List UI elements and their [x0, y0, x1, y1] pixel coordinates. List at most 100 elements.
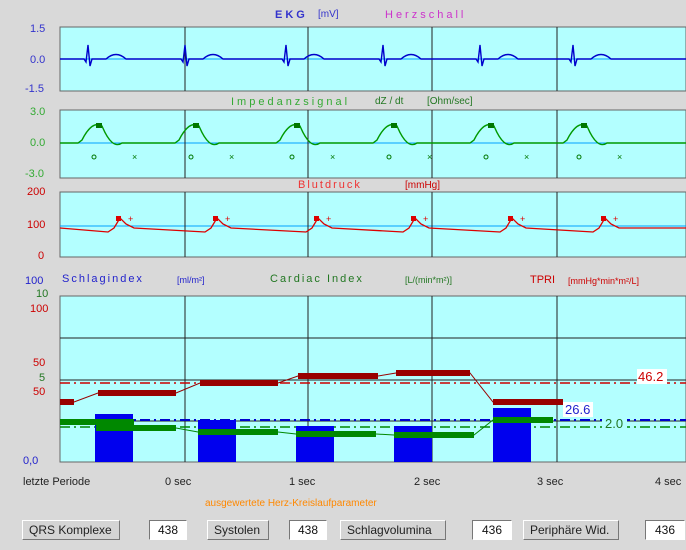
tpri-tick: 50: [33, 386, 46, 398]
tpri-bar: [298, 373, 378, 379]
si-tick-top: 100: [25, 275, 44, 287]
cardiac-index-bar: [96, 425, 176, 431]
bp-systolic-marker: [213, 216, 218, 221]
bp-systolic-marker: [314, 216, 319, 221]
bp-systolic-marker: [601, 216, 606, 221]
bp-marker: +: [128, 214, 133, 224]
tpri-bar: [493, 399, 563, 405]
impedance-x-marker: ×: [617, 152, 622, 162]
impedance-b-marker: [91, 154, 97, 160]
impedance-peak-marker: [488, 123, 494, 128]
impedance-panel: × × × × × ×: [59, 109, 686, 179]
imp-tick: -3.0: [25, 168, 44, 180]
impedance-b-marker: [386, 154, 392, 160]
peripheral-resistance-label: Periphäre Wid.: [523, 520, 619, 540]
ekg-panel: [59, 26, 686, 92]
bp-marker: +: [326, 214, 331, 224]
si-title: Schlagindex: [62, 273, 144, 285]
peripheral-resistance-value: 436: [645, 520, 685, 540]
tpri-title: TPRI: [530, 274, 556, 286]
imp-tick: 0.0: [30, 137, 46, 149]
imp-tick: 3.0: [30, 106, 46, 118]
blood-pressure-panel: + + + + + +: [59, 191, 686, 258]
impedance-b-marker: [483, 154, 489, 160]
cardiac-index-bar: [198, 429, 278, 435]
tpri-connector: [60, 372, 563, 403]
main-panel: [59, 295, 686, 463]
tpri-bar: [396, 370, 470, 376]
qrs-complexes-label: QRS Komplexe: [22, 520, 120, 540]
x-label: 2 sec: [414, 476, 441, 488]
systoles-label: Systolen: [207, 520, 269, 540]
cardiac-index-bar: [296, 431, 376, 437]
x-label: 1 sec: [289, 476, 316, 488]
stroke-volumes-value: 436: [472, 520, 512, 540]
bp-systolic-marker: [508, 216, 513, 221]
stroke-index-bar: [493, 408, 531, 462]
si-tick-bottom: 0,0: [23, 455, 39, 467]
bp-marker: +: [423, 214, 428, 224]
bp-marker: +: [225, 214, 230, 224]
ekg-tick: -1.5: [25, 83, 44, 95]
impedance-peak-marker: [294, 123, 300, 128]
bp-marker: +: [613, 214, 618, 224]
systoles-value: 438: [289, 520, 327, 540]
ci-readout: 2.0: [605, 416, 624, 431]
tpri-tick: 100: [30, 303, 49, 315]
ekg-tick: 1.5: [30, 23, 46, 35]
x-label: 3 sec: [537, 476, 564, 488]
stroke-index-bar: [394, 426, 432, 462]
qrs-complexes-value: 438: [149, 520, 187, 540]
impedance-title: Impedanzsignal: [231, 96, 351, 108]
impedance-unit: [Ohm/sec]: [427, 96, 473, 107]
bp-marker: +: [520, 214, 525, 224]
tpri-bar: [200, 380, 278, 386]
ekg-title: EKG: [275, 9, 308, 21]
footer-title: ausgewertete Herz-Kreislaufparameter: [205, 498, 377, 509]
cardiac-index-bar: [394, 432, 474, 438]
impedance-peak-marker: [391, 123, 397, 128]
bp-title: Blutdruck: [298, 179, 362, 191]
tpri-readout: 46.2: [638, 369, 664, 384]
ci-tick: 10: [36, 288, 49, 300]
impedance-peak-marker: [193, 123, 199, 128]
stroke-volumes-label: Schlagvolumina: [340, 520, 446, 540]
impedance-peak-marker: [96, 123, 102, 128]
bp-systolic-marker: [116, 216, 121, 221]
impedance-x-marker: ×: [229, 152, 234, 162]
heart-sound-title: Herzschall: [385, 9, 467, 21]
stroke-index-bar: [198, 420, 236, 462]
ekg-tick: 0.0: [30, 54, 46, 66]
ci-title: Cardiac Index: [270, 273, 364, 285]
tpri-bar: [98, 390, 176, 396]
ci-unit: [L/(min*m²)]: [405, 275, 452, 285]
si-readout: 26.6: [565, 402, 591, 417]
impedance-x-marker: ×: [132, 152, 137, 162]
x-label: 4 sec: [655, 476, 682, 488]
bp-tick: 200: [27, 186, 46, 198]
impedance-b-marker: [289, 154, 295, 160]
cardiac-index-bar: [493, 417, 553, 423]
bp-tick: 0: [38, 250, 45, 262]
impedance-x-marker: ×: [524, 152, 529, 162]
bp-systolic-marker: [411, 216, 416, 221]
impedance-trace: [60, 123, 686, 146]
ci-tick: 5: [39, 372, 46, 384]
impedance-peak-marker: [581, 123, 587, 128]
tpri-unit: [mmHg*min*m²/L]: [568, 276, 640, 286]
si-unit: [ml/m²]: [177, 275, 205, 285]
x-label: 0 sec: [165, 476, 192, 488]
bp-unit: [mmHg]: [405, 180, 440, 191]
x-label-last-period: letzte Periode: [23, 476, 91, 488]
impedance-b-marker: [576, 154, 582, 160]
impedance-b-marker: [188, 154, 194, 160]
tpri-tick: 50: [33, 357, 46, 369]
bp-tick: 100: [27, 219, 46, 231]
bp-trace: [59, 216, 686, 233]
impedance-x-marker: ×: [427, 152, 432, 162]
ekg-trace: [60, 44, 686, 67]
ekg-unit: [mV]: [318, 9, 339, 20]
impedance-x-marker: ×: [330, 152, 335, 162]
tpri-bar: [60, 399, 74, 405]
